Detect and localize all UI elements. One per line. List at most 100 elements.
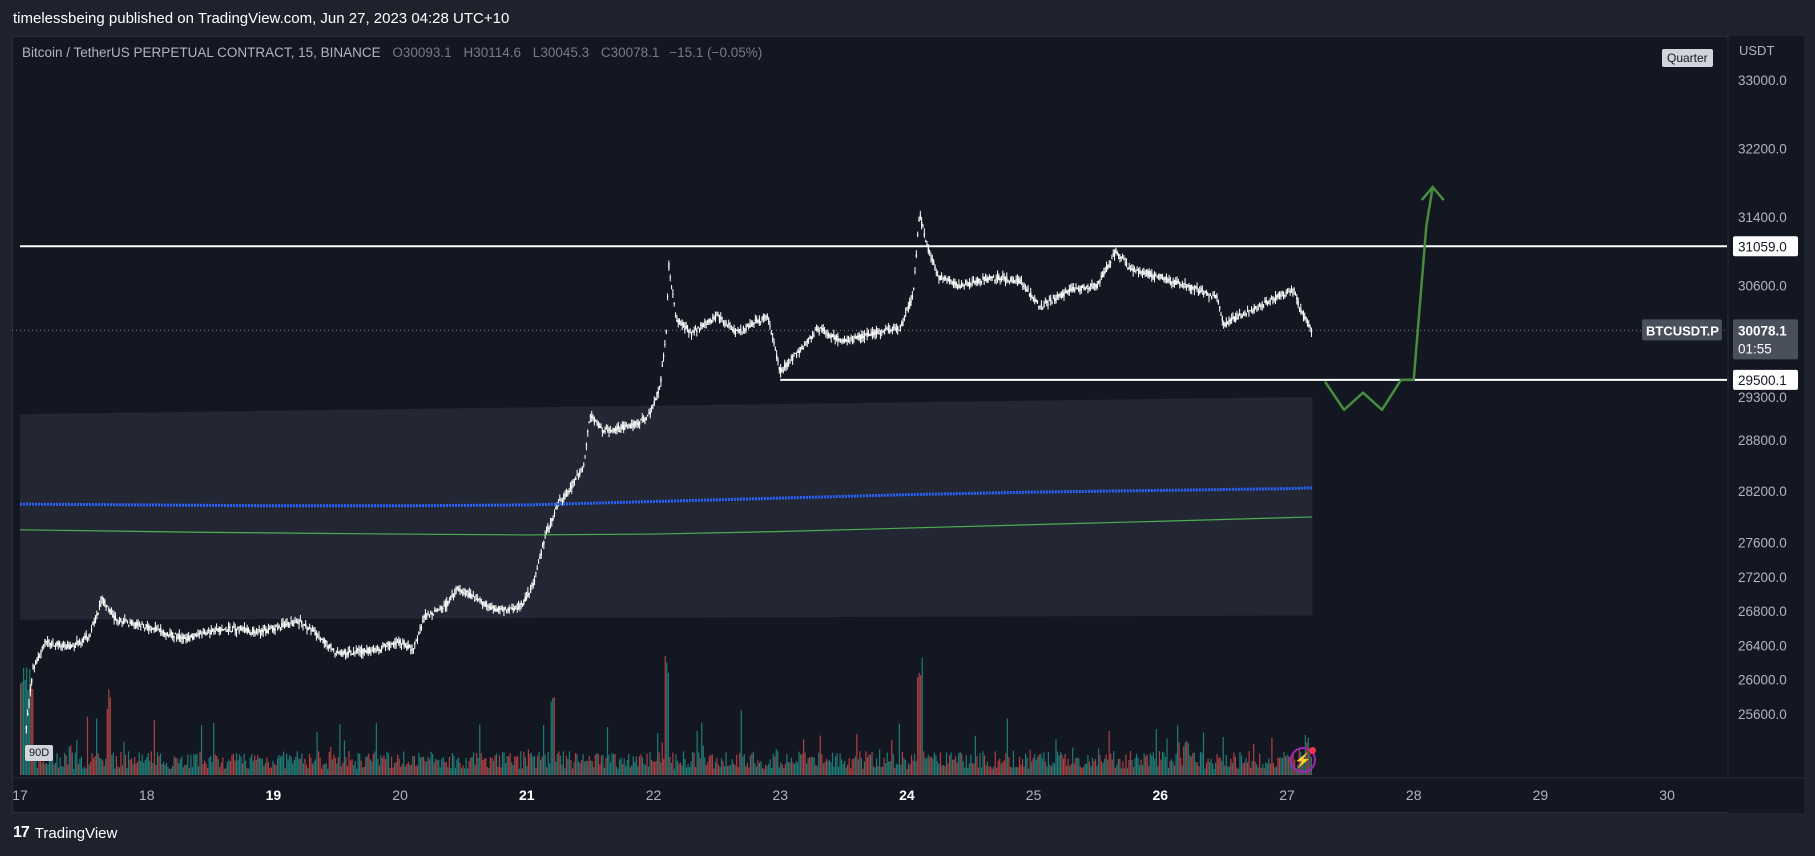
volume-bar bbox=[774, 756, 776, 775]
range-badge[interactable]: 90D bbox=[25, 745, 54, 761]
candle-body bbox=[899, 325, 902, 329]
candle-body bbox=[819, 327, 822, 329]
candle-body bbox=[1143, 271, 1145, 275]
volume-bar bbox=[108, 689, 110, 775]
volume-bar bbox=[1117, 758, 1119, 775]
volume-bar bbox=[1008, 757, 1010, 775]
volume-bar bbox=[428, 759, 431, 775]
quarter-badge[interactable]: Quarter bbox=[1662, 49, 1713, 67]
candle-body bbox=[386, 646, 388, 648]
candle-body bbox=[589, 414, 592, 418]
volume-bar bbox=[471, 757, 473, 775]
volume-bar bbox=[492, 760, 495, 775]
volume-bar bbox=[476, 752, 478, 775]
candle-body bbox=[226, 630, 228, 632]
candle-body bbox=[730, 328, 733, 330]
volume-bar bbox=[1119, 758, 1121, 775]
lightning-alert-icon[interactable]: ⚡ bbox=[1290, 747, 1316, 773]
volume-bar bbox=[696, 730, 698, 775]
candle-body bbox=[166, 632, 169, 637]
candle-body bbox=[96, 613, 98, 617]
candle-body bbox=[407, 644, 409, 649]
candle-body bbox=[450, 595, 452, 600]
candle-body bbox=[1007, 281, 1009, 283]
candle-body bbox=[200, 632, 202, 634]
x-tick-label: 18 bbox=[139, 787, 155, 803]
volume-bar bbox=[570, 760, 572, 775]
candle-body bbox=[410, 649, 412, 651]
candle-body bbox=[706, 321, 709, 323]
volume-bar bbox=[514, 756, 516, 775]
candle-body bbox=[1157, 277, 1160, 279]
volume-bar bbox=[1078, 758, 1080, 775]
candle-body bbox=[1296, 296, 1298, 300]
volume-bar bbox=[591, 761, 593, 775]
level-price-label: 31059.0 bbox=[1738, 239, 1787, 254]
candle-body bbox=[196, 635, 198, 637]
candle-body bbox=[681, 323, 683, 326]
candle-body bbox=[718, 315, 721, 321]
volume-bar bbox=[1256, 764, 1258, 775]
volume-bar bbox=[293, 759, 295, 775]
candle-body bbox=[1290, 290, 1293, 292]
volume-bar bbox=[1230, 758, 1232, 775]
volume-bar bbox=[666, 662, 668, 775]
volume-bar bbox=[541, 756, 543, 775]
volume-bar bbox=[1207, 758, 1209, 775]
volume-bar bbox=[847, 764, 849, 775]
volume-bar bbox=[990, 765, 992, 775]
candle-body bbox=[366, 649, 368, 654]
candle-body bbox=[992, 276, 995, 278]
volume-bar bbox=[205, 763, 207, 775]
volume-bar bbox=[483, 758, 485, 775]
volume-bar bbox=[85, 768, 87, 775]
candle-body bbox=[206, 633, 208, 635]
candle-body bbox=[1243, 313, 1245, 316]
candle-body bbox=[278, 625, 280, 628]
volume-bar bbox=[722, 761, 724, 775]
volume-bar bbox=[948, 755, 951, 775]
volume-bar bbox=[892, 753, 894, 775]
candle-body bbox=[1094, 283, 1096, 287]
candle-body bbox=[584, 455, 586, 457]
candle-body bbox=[154, 626, 157, 631]
last-price-box bbox=[1733, 319, 1798, 360]
volume-bar bbox=[891, 739, 893, 775]
candle-body bbox=[834, 336, 836, 340]
candle-body bbox=[419, 627, 421, 630]
candle-body bbox=[996, 275, 999, 280]
candle-body bbox=[1087, 287, 1089, 290]
candle-body bbox=[359, 651, 361, 653]
volume-bar bbox=[317, 751, 320, 775]
candle-body bbox=[782, 370, 785, 372]
candle-body bbox=[948, 279, 951, 282]
volume-bar bbox=[127, 751, 130, 775]
volume-bar bbox=[766, 766, 768, 775]
volume-bar bbox=[1110, 753, 1112, 775]
volume-bar bbox=[702, 745, 704, 775]
volume-bar bbox=[91, 753, 93, 775]
volume-bar bbox=[710, 754, 712, 775]
candle-body bbox=[388, 646, 391, 648]
volume-bar bbox=[1221, 761, 1223, 775]
volume-bar bbox=[708, 756, 710, 775]
candle-body bbox=[548, 528, 550, 530]
volume-bar bbox=[225, 768, 227, 775]
volume-bar bbox=[506, 755, 508, 775]
candle-body bbox=[1286, 292, 1289, 294]
volume-bar bbox=[527, 749, 530, 775]
candle-body bbox=[451, 593, 453, 595]
candle-body bbox=[52, 642, 54, 644]
candle-body bbox=[1240, 315, 1242, 318]
candle-body bbox=[120, 618, 122, 622]
candle-body bbox=[596, 421, 598, 425]
volume-bar bbox=[360, 760, 362, 775]
candle-body bbox=[1245, 313, 1247, 315]
volume-bar bbox=[62, 766, 64, 775]
candle-body bbox=[1046, 300, 1048, 304]
volume-bar bbox=[1052, 762, 1054, 775]
volume-bar bbox=[27, 690, 29, 775]
candle-body bbox=[367, 647, 369, 653]
candle-body bbox=[488, 606, 490, 608]
